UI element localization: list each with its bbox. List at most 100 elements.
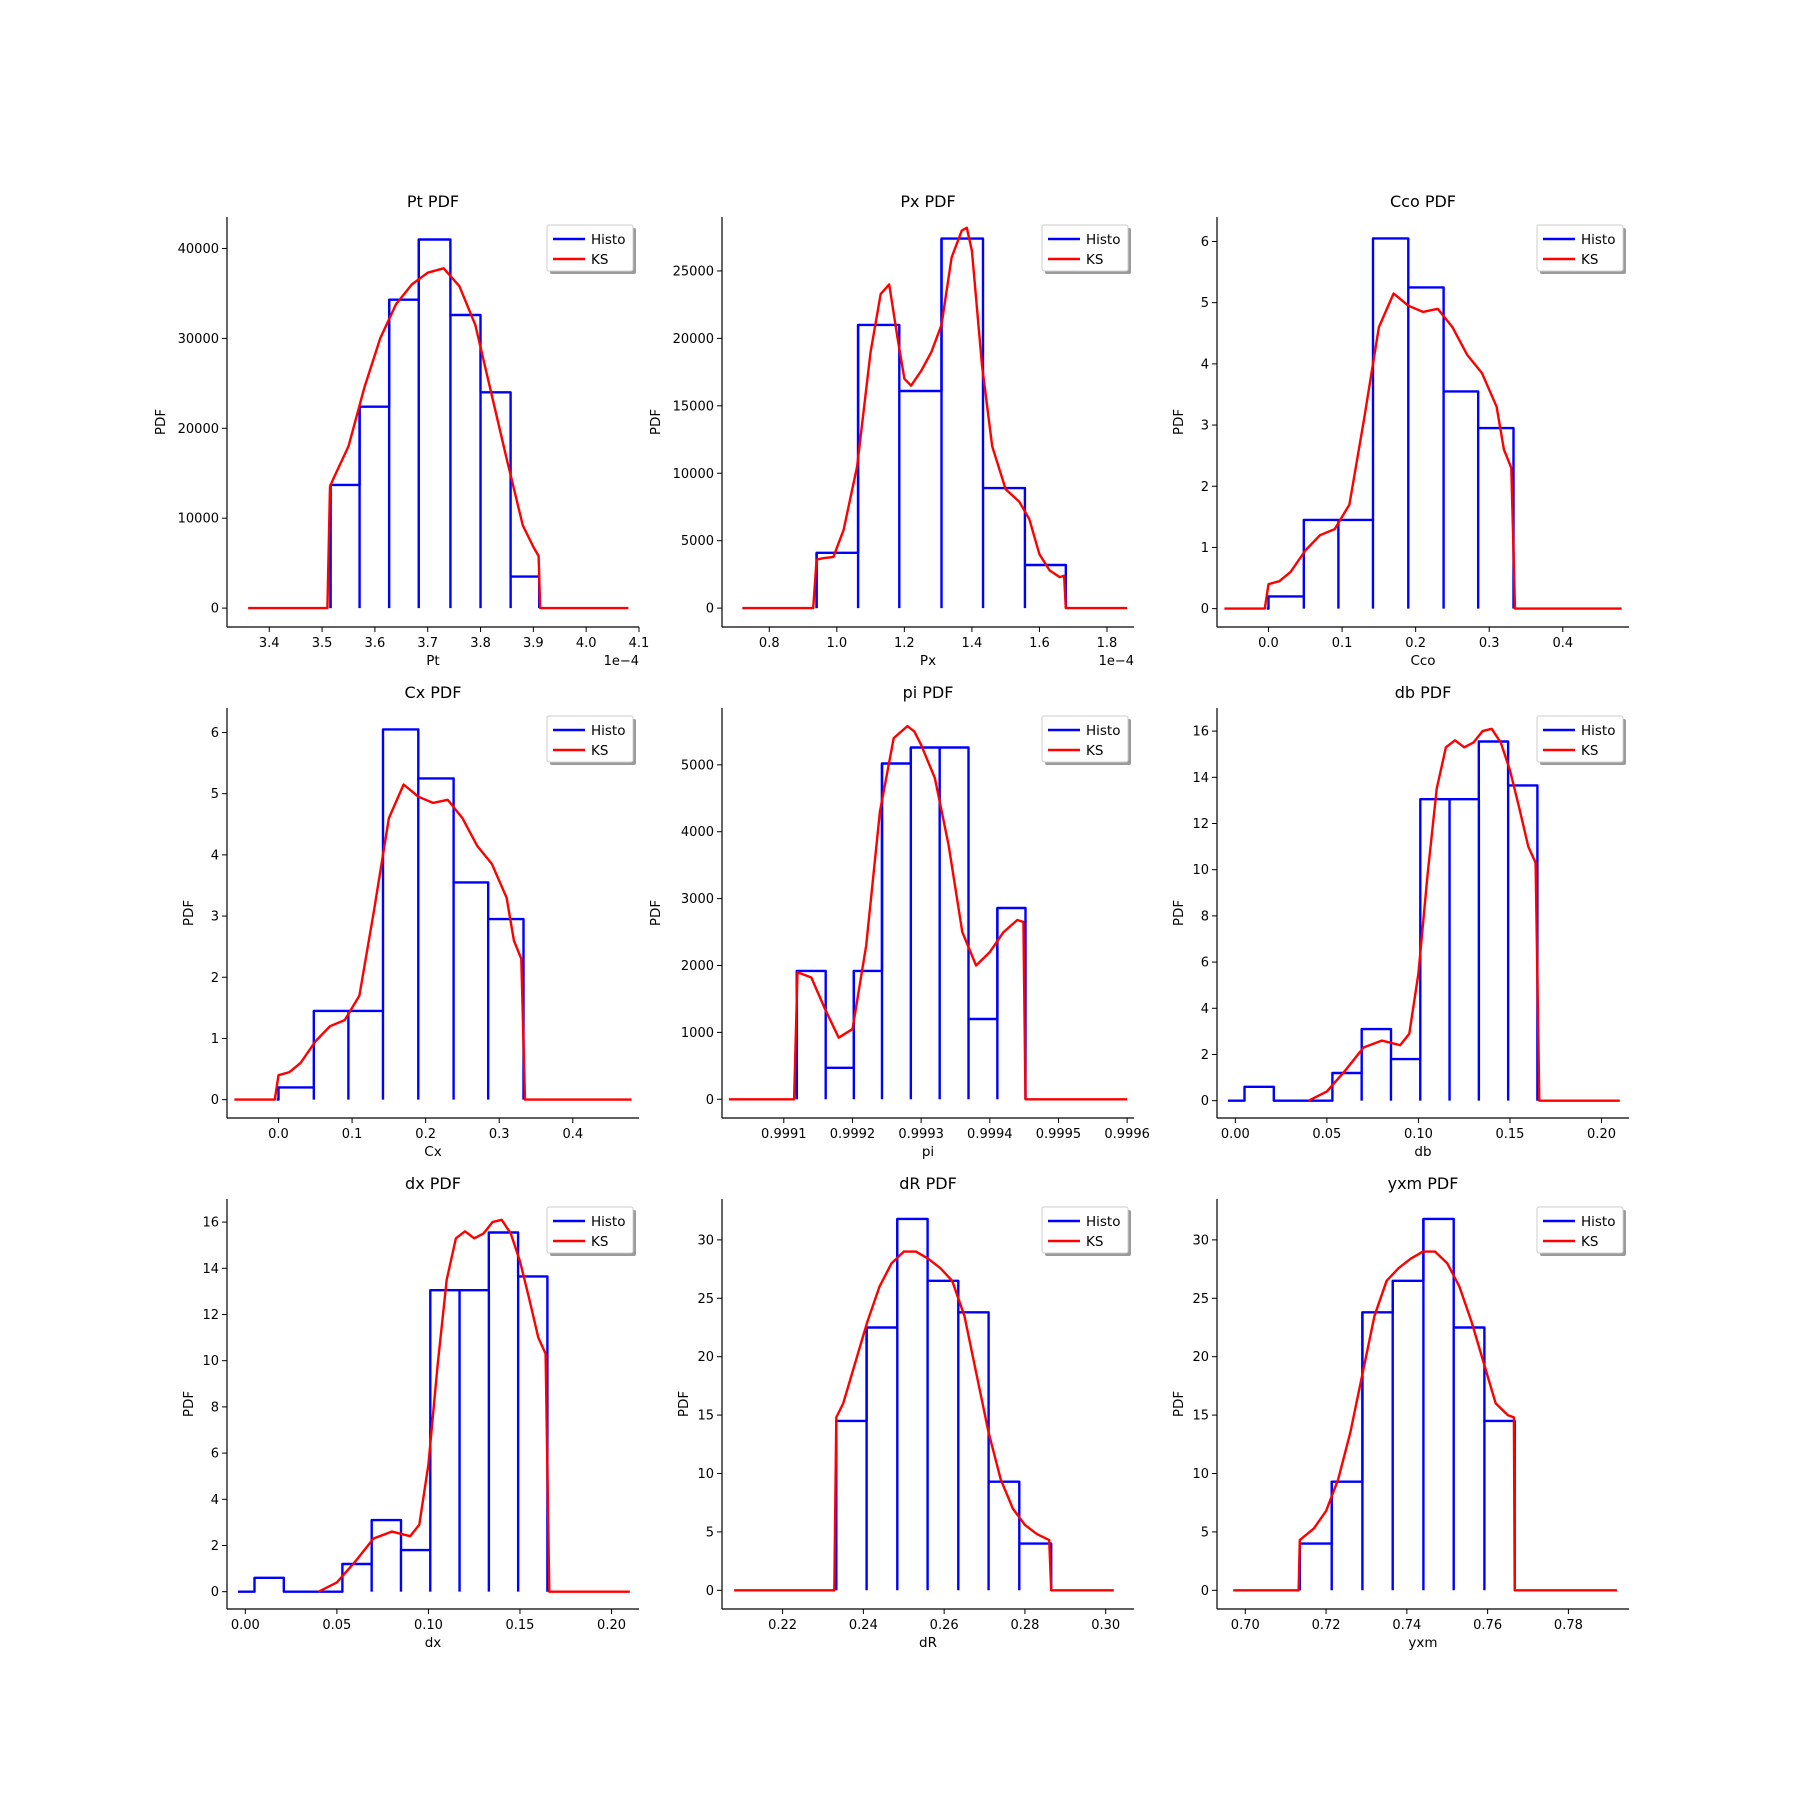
subplot-7: dx PDF 0.00 0.05 0.10 0.15 0.20 0 2 4 6 8 10 12 14 16 d… (181, 1174, 639, 1651)
ks-density-line (742, 226, 1128, 610)
x-tick-label: 0.8 (759, 636, 780, 651)
x-tick-label: 0.15 (506, 1618, 535, 1633)
x-axis-label: Pt (426, 653, 439, 669)
y-tick-label: 5 (1201, 296, 1209, 311)
y-axis-label: PDF (153, 409, 169, 435)
x-tick-label: 1.0 (826, 636, 847, 651)
x-tick-label: 1.4 (962, 636, 983, 651)
legend-label: Histo (591, 1214, 626, 1230)
x-tick-label: 0.30 (1091, 1618, 1120, 1633)
ks-density-line (734, 1250, 1114, 1592)
y-tick-label: 4 (211, 848, 219, 863)
x-tick-label: 0.26 (930, 1618, 959, 1633)
y-tick-label: 15 (697, 1409, 714, 1424)
y-tick-label: 2 (211, 1539, 219, 1554)
y-tick-label: 20 (1192, 1350, 1209, 1365)
y-axis-label: PDF (1171, 409, 1187, 435)
y-tick-label: 15 (1192, 1409, 1209, 1424)
histogram-outline (835, 1217, 1053, 1591)
x-tick-label: 0.20 (1587, 1127, 1616, 1142)
x-offset-label: 1e−4 (604, 654, 639, 669)
y-tick-label: 10 (1192, 863, 1209, 878)
legend-label: Histo (1581, 723, 1616, 739)
y-tick-label: 3 (1201, 419, 1209, 434)
subplot-title: Px PDF (900, 192, 955, 211)
y-axis-label: PDF (181, 1391, 197, 1417)
subplot-title: yxm PDF (1388, 1174, 1459, 1193)
x-tick-label: 3.9 (523, 636, 544, 651)
x-tick-label: 0.28 (1010, 1618, 1039, 1633)
x-tick-label: 1.2 (894, 636, 915, 651)
y-tick-label: 30000 (178, 332, 219, 347)
x-axis-label: yxm (1408, 1635, 1437, 1651)
x-axis-label: db (1414, 1144, 1431, 1160)
y-tick-label: 4000 (681, 825, 714, 840)
x-tick-label: 0.00 (1221, 1127, 1250, 1142)
x-axis-label: dx (425, 1635, 442, 1651)
x-tick-label: 0.0 (268, 1127, 289, 1142)
y-axis-label: PDF (676, 1391, 692, 1417)
legend: Histo KS (1041, 715, 1131, 765)
y-tick-label: 6 (1201, 956, 1209, 971)
y-tick-label: 20 (697, 1350, 714, 1365)
y-tick-label: 30 (1192, 1233, 1209, 1248)
x-tick-label: 3.6 (365, 636, 386, 651)
y-tick-label: 16 (202, 1216, 219, 1231)
y-tick-label: 6 (1201, 235, 1209, 250)
y-tick-label: 0 (1201, 1584, 1209, 1599)
y-tick-label: 1 (1201, 541, 1209, 556)
ks-density-line (1224, 292, 1622, 610)
subplot-9: yxm PDF 0.70 0.72 0.74 0.76 0.78 0 5 10 15 20 25 30 y… (1171, 1174, 1629, 1651)
x-tick-label: 0.9991 (761, 1127, 807, 1142)
legend-label: Histo (1086, 723, 1121, 739)
x-tick-label: 3.8 (470, 636, 491, 651)
y-tick-label: 10000 (178, 512, 219, 527)
histogram-outline (329, 238, 541, 609)
x-tick-label: 0.05 (1312, 1127, 1341, 1142)
legend-label: KS (1086, 1234, 1103, 1250)
legend-label: KS (1086, 252, 1103, 268)
x-axis-label: pi (922, 1144, 934, 1160)
legend-label: Histo (591, 723, 626, 739)
legend: Histo KS (546, 715, 636, 765)
x-tick-label: 0.10 (1404, 1127, 1433, 1142)
y-tick-label: 3000 (681, 892, 714, 907)
y-tick-label: 0 (1201, 602, 1209, 617)
x-tick-label: 0.15 (1496, 1127, 1525, 1142)
legend-label: Histo (1086, 232, 1121, 248)
histogram-outline (238, 1231, 549, 1593)
legend: Histo KS (1041, 1206, 1131, 1256)
x-tick-label: 0.20 (597, 1618, 626, 1633)
y-tick-label: 0 (706, 602, 714, 617)
legend-label: Histo (591, 232, 626, 248)
y-tick-label: 25 (697, 1292, 714, 1307)
ks-density-line (248, 267, 629, 610)
y-tick-label: 6 (211, 726, 219, 741)
y-axis-label: PDF (648, 409, 664, 435)
subplot-5: pi PDF 0.9991 0.9992 0.9993 0.9994 0.9995 0.99… (648, 683, 1150, 1160)
x-tick-label: 0.10 (414, 1618, 443, 1633)
y-tick-label: 4 (1201, 357, 1209, 372)
x-tick-label: 4.0 (576, 636, 597, 651)
subplot-4: Cx PDF 0.0 0.1 0.2 0.3 0.4 0 1 2 3 4 5 6 Cx PDF Histo KS (181, 683, 639, 1160)
y-tick-label: 20000 (673, 332, 714, 347)
y-tick-label: 1 (211, 1032, 219, 1047)
ks-density-line (1308, 727, 1620, 1102)
y-tick-label: 16 (1192, 725, 1209, 740)
x-tick-label: 0.2 (1405, 636, 1426, 651)
x-tick-label: 0.0 (1258, 636, 1279, 651)
x-tick-label: 0.2 (415, 1127, 436, 1142)
y-tick-label: 2000 (681, 959, 714, 974)
x-tick-label: 3.4 (259, 636, 280, 651)
y-tick-label: 8 (1201, 909, 1209, 924)
y-axis-label: PDF (1171, 900, 1187, 926)
legend-label: KS (1581, 1234, 1598, 1250)
y-tick-label: 25 (1192, 1292, 1209, 1307)
subplot-1: Pt PDF 3.4 3.5 3.6 3.7 3.8 3.9 4.0 4.1 0 10000 2000… (153, 192, 649, 669)
subplot-title: Pt PDF (407, 192, 459, 211)
legend-label: KS (591, 252, 608, 268)
legend-label: KS (591, 743, 608, 759)
x-tick-label: 0.9993 (898, 1127, 944, 1142)
histogram-outline (1228, 740, 1539, 1102)
